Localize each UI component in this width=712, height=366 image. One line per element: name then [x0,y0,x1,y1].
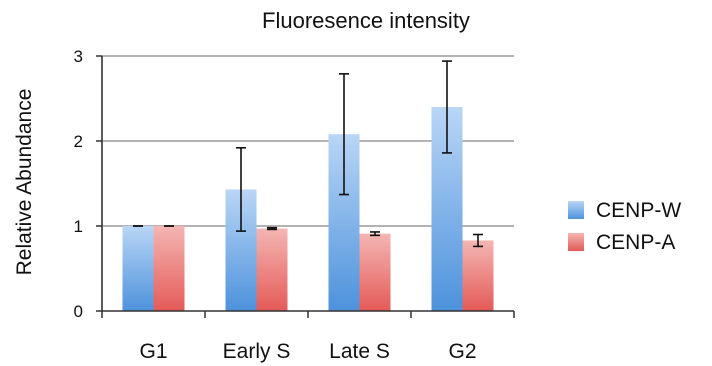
legend-label-cenp-w: CENP-W [596,199,681,222]
axes: 0 1 2 3 G1 Early S Late S G2 [74,47,515,363]
error-bar [267,226,277,231]
y-tick-label: 0 [74,302,83,321]
x-category-label: Late S [329,340,390,363]
error-bar [236,147,246,232]
y-axis-label: Relative Abundance [13,89,36,276]
x-category-label: G1 [139,340,167,363]
bar-cenp-a-g2 [462,240,494,311]
bar-cenp-a-late-s [359,233,391,311]
error-bar [473,233,483,248]
error-bar [442,60,452,154]
x-category-label: G2 [448,340,476,363]
y-tick-label: 1 [74,217,83,236]
error-bar [339,73,349,196]
bars [122,60,494,311]
legend: CENP-W CENP-A [568,199,681,254]
bar-cenp-w-g1 [122,226,154,311]
legend-label-cenp-a: CENP-A [596,231,675,254]
bar-cenp-a-early-s [256,228,288,311]
chart-title: Fluoresence intensity [262,8,470,33]
x-category-label: Early S [223,340,291,363]
y-tick-label: 2 [74,132,83,151]
legend-swatch-cenp-w [568,201,584,219]
bar-cenp-a-g1 [153,226,185,311]
legend-swatch-cenp-a [568,233,584,251]
error-bar [370,231,380,237]
y-tick-label: 3 [74,47,83,66]
